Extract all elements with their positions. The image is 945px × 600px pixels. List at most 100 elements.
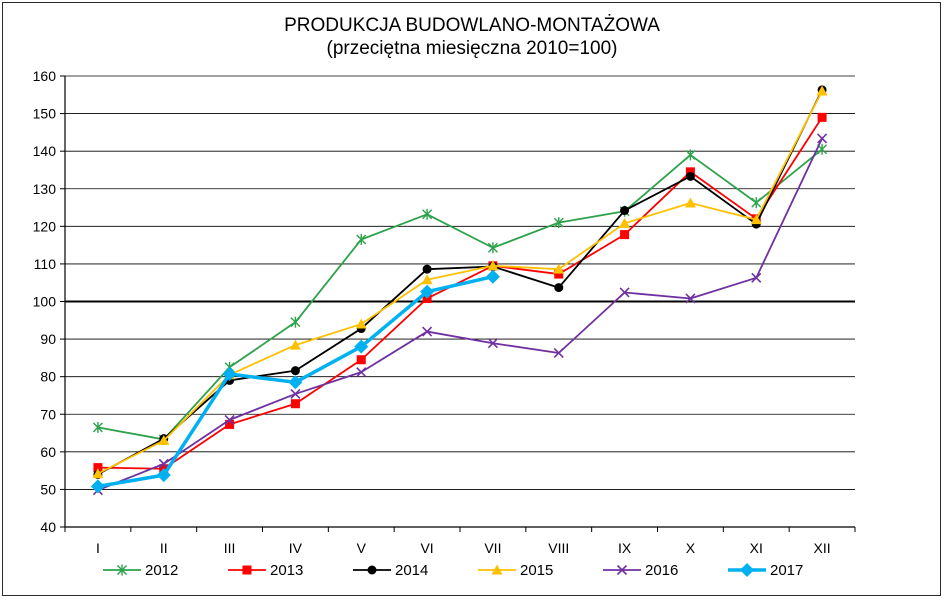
data-point-2013-VIII xyxy=(554,269,564,279)
x-tick-label: III xyxy=(224,540,236,556)
y-tick-label: 130 xyxy=(33,181,57,197)
x-tick-label: VIII xyxy=(548,540,569,556)
legend-item-2014: 2014 xyxy=(353,562,428,579)
marker-star xyxy=(117,564,127,576)
data-point-2015-VIII xyxy=(553,263,565,274)
marker-x xyxy=(616,564,628,576)
legend-label: 2012 xyxy=(145,562,178,579)
series-2016 xyxy=(92,133,828,496)
legend-item-2015: 2015 xyxy=(478,562,553,579)
y-tick-label: 40 xyxy=(40,519,56,535)
data-point-2016-II xyxy=(158,458,169,469)
y-tick-label: 150 xyxy=(33,106,57,122)
y-tick-label: 100 xyxy=(33,294,57,310)
legend-label: 2017 xyxy=(770,562,803,579)
data-point-2015-X xyxy=(684,197,696,208)
y-tick-label: 110 xyxy=(34,256,57,272)
x-tick-label: IX xyxy=(618,540,632,556)
data-point-2017-I xyxy=(90,479,105,494)
data-point-2017-VII xyxy=(485,269,500,284)
data-point-2016-XII xyxy=(817,133,828,144)
legend-item-2012: 2012 xyxy=(103,562,178,579)
marker-circle xyxy=(367,565,377,575)
data-point-2015-VI xyxy=(421,274,433,285)
y-tick-label: 80 xyxy=(40,369,56,385)
line-chart: PRODUKCJA BUDOWLANO-MONTAŻOWA (przeciętn… xyxy=(33,15,856,579)
data-point-2017-III xyxy=(222,367,237,382)
x-tick-label: V xyxy=(357,540,367,556)
marker-diamond xyxy=(740,563,754,577)
legend-item-2016: 2016 xyxy=(603,562,678,579)
x-tick-label: II xyxy=(160,540,168,556)
data-point-2013-IX xyxy=(620,230,630,240)
data-point-2013-III xyxy=(225,419,235,429)
y-tick-label: 70 xyxy=(40,406,56,422)
y-tick-label: 120 xyxy=(33,218,57,234)
data-point-2015-VII xyxy=(487,260,499,271)
legend-label: 2015 xyxy=(520,562,553,579)
data-point-2015-IX xyxy=(619,217,631,228)
data-point-2013-IV xyxy=(290,399,300,409)
marker-square xyxy=(242,565,252,575)
series-group xyxy=(90,85,828,496)
data-point-2016-III xyxy=(224,414,235,425)
legend-item-2013: 2013 xyxy=(228,562,303,579)
y-axis: 40 50 60 70 80 90 100 110 120 130 140 150 160 xyxy=(33,68,66,535)
data-point-2013-I xyxy=(93,463,103,473)
x-tick-label: VII xyxy=(484,540,501,556)
data-point-2012-VII xyxy=(487,242,498,254)
data-point-2016-VIII xyxy=(553,347,564,359)
legend-label: 2013 xyxy=(270,562,303,579)
marker-triangle xyxy=(491,564,503,575)
series-line-2015 xyxy=(97,90,823,475)
data-point-2016-VI xyxy=(422,326,433,337)
data-point-2012-I xyxy=(92,421,103,433)
data-point-2012-X xyxy=(685,149,696,161)
data-point-2015-I xyxy=(92,468,104,479)
data-point-2015-XII xyxy=(816,85,828,96)
data-point-2016-V xyxy=(356,367,367,378)
y-tick-label: 60 xyxy=(40,444,56,460)
y-tick-label: 140 xyxy=(33,143,57,159)
data-point-2012-VIII xyxy=(553,217,564,229)
chart-subtitle: (przeciętna miesięczna 2010=100) xyxy=(327,38,618,59)
data-point-2015-V xyxy=(355,318,367,329)
legend-label: 2014 xyxy=(395,562,428,579)
y-tick-label: 50 xyxy=(40,481,56,497)
data-point-2012-V xyxy=(356,233,367,245)
data-point-2014-X xyxy=(685,171,695,181)
grid-lines xyxy=(65,75,855,490)
data-point-2017-V xyxy=(354,339,369,354)
legend-item-2017: 2017 xyxy=(728,562,803,579)
chart-title: PRODUKCJA BUDOWLANO-MONTAŻOWA xyxy=(284,15,660,36)
series-line-2013 xyxy=(97,116,823,470)
data-point-2014-IV xyxy=(290,366,300,376)
data-point-2017-IV xyxy=(288,375,303,390)
data-point-2014-VIII xyxy=(554,283,564,293)
data-point-2015-XI xyxy=(750,214,762,225)
data-point-2014-IX xyxy=(620,206,630,216)
y-tick-label: 160 xyxy=(33,68,57,84)
y-tick-label: 90 xyxy=(40,331,56,347)
data-point-2017-II xyxy=(156,468,171,483)
data-point-2014-VI xyxy=(422,264,432,274)
x-tick-label: IV xyxy=(289,540,303,556)
data-point-2013-X xyxy=(685,167,695,177)
x-tick-label: VI xyxy=(420,540,433,556)
data-point-2012-VI xyxy=(422,208,433,220)
x-tick-label: X xyxy=(686,540,696,556)
x-axis: I II III IV V VI VII VIII IX X XI XII xyxy=(64,526,856,556)
data-point-2013-XII xyxy=(817,112,827,122)
data-point-2016-IX xyxy=(619,287,630,298)
data-point-2015-IV xyxy=(289,339,301,350)
series-2017 xyxy=(90,269,500,494)
data-point-2015-II xyxy=(158,435,170,446)
data-point-2012-XI xyxy=(751,197,762,209)
data-point-2013-V xyxy=(356,355,366,365)
series-line-2012 xyxy=(97,148,823,441)
x-tick-label: I xyxy=(96,540,100,556)
data-point-2016-XI xyxy=(751,272,762,283)
series-line-2016 xyxy=(97,138,823,492)
data-point-2016-VII xyxy=(487,338,498,349)
series-2013 xyxy=(93,112,827,474)
